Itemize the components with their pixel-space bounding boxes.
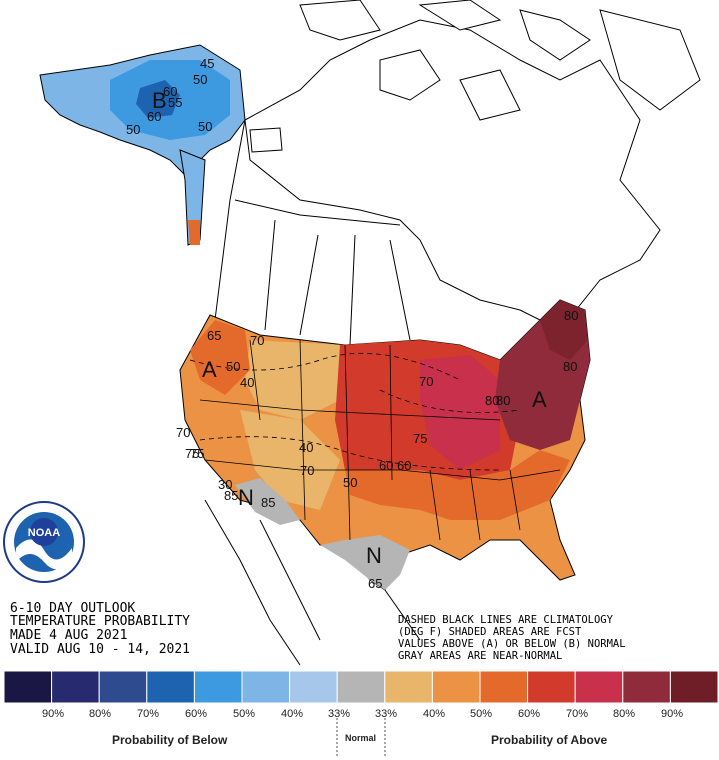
conus-region xyxy=(179,299,591,591)
climo-label: 50 xyxy=(126,122,140,137)
province-borders xyxy=(214,119,411,346)
climo-label: 50 xyxy=(193,72,207,87)
legend-swatch xyxy=(193,670,243,704)
legend-label: 90% xyxy=(660,708,684,720)
mexico-outline xyxy=(204,499,421,666)
legend-label: 33% xyxy=(327,708,351,720)
legend-color-bar xyxy=(3,670,719,704)
legend-swatch xyxy=(527,670,576,704)
canada-land xyxy=(244,0,701,331)
svg-text:NOAA: NOAA xyxy=(28,527,60,539)
alaska-region xyxy=(39,44,246,246)
climo-label: 80 xyxy=(496,393,510,408)
climo-label: 50 xyxy=(226,359,240,374)
letter-northeast: A xyxy=(532,387,547,412)
legend-swatch xyxy=(479,670,529,704)
climo-label: 70 xyxy=(300,463,314,478)
legend-label: 50% xyxy=(469,708,493,720)
climo-label: 75 xyxy=(190,446,204,461)
climo-label: 80 xyxy=(485,393,499,408)
legend-label: 70% xyxy=(136,708,160,720)
climo-label: 60 xyxy=(163,84,177,99)
climo-label: 60 xyxy=(379,458,393,473)
title-line-2: TEMPERATURE PROBABILITY xyxy=(10,614,190,629)
legend-swatch xyxy=(622,670,671,704)
legend-swatch xyxy=(241,670,291,704)
region-letters: B A A N N xyxy=(152,88,547,568)
title-line-4: VALID AUG 10 - 14, 2021 xyxy=(10,642,190,657)
legend-normal-caption: Normal xyxy=(345,733,377,743)
climo-label: 85 xyxy=(261,495,275,510)
climo-label: 75 xyxy=(413,431,427,446)
legend-swatch xyxy=(574,670,624,704)
letter-texas: N xyxy=(366,543,382,568)
notes-line-3: VALUES ABOVE (A) OR BELOW (B) NORMAL xyxy=(398,638,626,650)
notes-line-1: DASHED BLACK LINES ARE CLIMATOLOGY xyxy=(398,614,614,626)
letter-southwest: N xyxy=(238,485,254,510)
legend-label: 80% xyxy=(88,708,112,720)
title-line-3: MADE 4 AUG 2021 xyxy=(10,628,127,643)
legend-label: 60% xyxy=(184,708,208,720)
climo-label: 80 xyxy=(564,308,578,323)
climo-label: 60 xyxy=(397,458,411,473)
climo-label: 50 xyxy=(343,475,357,490)
climo-label: 45 xyxy=(200,56,214,71)
climo-label: 75 xyxy=(185,446,199,461)
noaa-logo: NOAA xyxy=(2,500,86,589)
legend-label: 40% xyxy=(422,708,446,720)
climo-label: 65 xyxy=(207,328,221,343)
climo-labels: 45 50 55 60 50 50 60 50 40 70 40 60 70 7… xyxy=(126,56,578,591)
climo-label: 70 xyxy=(250,333,264,348)
notes-line-4: GRAY AREAS ARE NEAR-NORMAL xyxy=(398,650,562,662)
climo-label: 70 xyxy=(176,425,190,440)
legend-above-caption: Probability of Above xyxy=(491,733,608,747)
legend-label: 90% xyxy=(41,708,65,720)
legend-swatch xyxy=(669,670,719,704)
climo-label: 40 xyxy=(299,440,313,455)
climo-label: 85 xyxy=(224,488,238,503)
climo-label: 65 xyxy=(368,576,382,591)
letter-alaska: B xyxy=(152,88,167,113)
climo-label: 80 xyxy=(563,359,577,374)
climo-label: 50 xyxy=(198,119,212,134)
legend-swatch xyxy=(336,670,386,704)
notes-line-2: (DEG F) SHADED AREAS ARE FCST xyxy=(398,626,582,638)
legend-swatch xyxy=(146,670,195,704)
climo-label: 55 xyxy=(168,95,182,110)
notes-block: DASHED BLACK LINES ARE CLIMATOLOGY (DEG … xyxy=(398,614,626,662)
legend-swatch xyxy=(289,670,338,704)
title-block: 6-10 DAY OUTLOOK TEMPERATURE PROBABILITY… xyxy=(10,601,190,657)
legend-swatch xyxy=(3,670,53,704)
title-line-1: 6-10 DAY OUTLOOK xyxy=(10,601,135,616)
legend-label: 33% xyxy=(374,708,398,720)
climo-label: 30 xyxy=(218,477,232,492)
legend-label: 80% xyxy=(612,708,636,720)
legend-below-caption: Probability of Below xyxy=(112,733,228,747)
letter-pacific-nw: A xyxy=(202,357,217,382)
legend-swatch xyxy=(431,670,481,704)
legend-swatch xyxy=(384,670,433,704)
legend-swatch xyxy=(98,670,148,704)
climo-label: 70 xyxy=(419,374,433,389)
legend-label: 60% xyxy=(517,708,541,720)
legend-swatch xyxy=(51,670,100,704)
climo-label: 40 xyxy=(240,375,254,390)
legend-label: 40% xyxy=(280,708,304,720)
climo-label: 60 xyxy=(147,109,161,124)
legend-label: 50% xyxy=(232,708,256,720)
legend-label: 70% xyxy=(565,708,589,720)
